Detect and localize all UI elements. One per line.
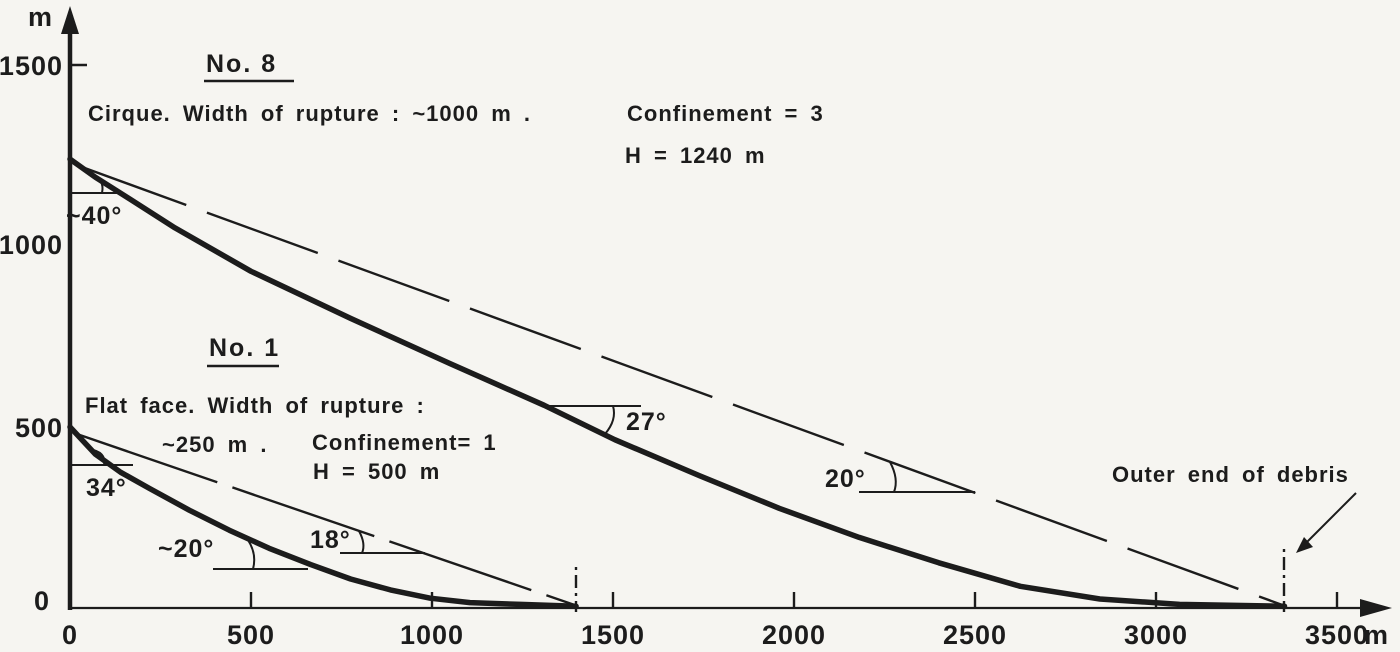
y-axis-unit: m (28, 2, 52, 32)
no8-label-block: No. 8 Cirque. Width of rupture : ~1000 m… (88, 50, 824, 168)
x-tick-label-2500: 2500 (943, 620, 1007, 650)
no1-label-block: No. 1 Flat face. Width of rupture : ~250… (85, 334, 497, 484)
no8-reach-dashed-line (74, 163, 1284, 607)
no1-height: H = 500 m (313, 459, 440, 484)
no8-height: H = 1240 m (625, 143, 766, 168)
no8-confinement: Confinement = 3 (627, 101, 824, 126)
no1-angle-20-marker: ~20° (158, 535, 308, 570)
no1-angle-18-marker: 18° (310, 526, 425, 554)
outer-end-arrowhead-icon (1296, 537, 1313, 553)
x-tick-label-3000: 3000 (1124, 620, 1188, 650)
no1-angle-34-marker: 34° (72, 448, 133, 502)
no1-confinement: Confinement= 1 (312, 430, 497, 455)
outer-end-callout: Outer end of debris (1112, 462, 1357, 553)
angle-34-arc (88, 448, 106, 466)
no8-angle-40-marker: ~40° (66, 174, 122, 230)
x-tick-label-1500: 1500 (581, 620, 645, 650)
angle-20-label: 20° (825, 465, 866, 493)
outer-end-label: Outer end of debris (1112, 462, 1349, 487)
y-tick-label-0: 0 (34, 586, 50, 616)
no1-reach-dashed-line (75, 432, 576, 607)
x-axis-unit: m (1364, 620, 1388, 650)
outer-end-arrow-line (1304, 492, 1357, 545)
no1-description: Flat face. Width of rupture : (85, 393, 425, 418)
no8-description: Cirque. Width of rupture : ~1000 m . (88, 101, 531, 126)
y-tick-label-1000: 1000 (0, 230, 63, 260)
x-tick-label-3500: 3500 (1305, 620, 1369, 650)
x-axis-arrow-icon (1360, 599, 1392, 617)
x-tick-label-1000: 1000 (400, 620, 464, 650)
x-tick-label-2000: 2000 (762, 620, 826, 650)
y-tick-label-1500: 1500 (0, 51, 63, 81)
angle-40-label: ~40° (66, 202, 122, 230)
x-tick-label-500: 500 (227, 620, 275, 650)
no1-title: No. 1 (209, 334, 280, 362)
y-axis: m 1500 1000 500 0 (0, 2, 87, 616)
profile-no8-curve (67, 156, 1288, 609)
angle-27-label: 27° (626, 408, 667, 436)
angle-20b-label: ~20° (158, 535, 214, 563)
no8-angle-27-marker: 27° (547, 405, 667, 436)
y-axis-arrow-icon (61, 6, 79, 34)
profile-no1-curve (67, 424, 579, 609)
y-tick-label-500: 500 (15, 413, 63, 443)
angle-34-label: 34° (86, 474, 127, 502)
angle-18-arc (358, 530, 365, 554)
angle-20b-arc (247, 539, 256, 570)
no1-width: ~250 m . (162, 432, 267, 457)
angle-18-label: 18° (310, 526, 351, 554)
no8-title: No. 8 (206, 50, 277, 78)
angle-27-arc (604, 405, 615, 435)
no8-angle-20-marker: 20° (825, 461, 975, 493)
angle-40-arc (90, 174, 104, 194)
x-axis: 0 500 1000 1500 2000 2500 3000 3500 m (62, 592, 1392, 650)
x-tick-label-0: 0 (62, 620, 78, 650)
angle-20-arc (889, 461, 897, 493)
